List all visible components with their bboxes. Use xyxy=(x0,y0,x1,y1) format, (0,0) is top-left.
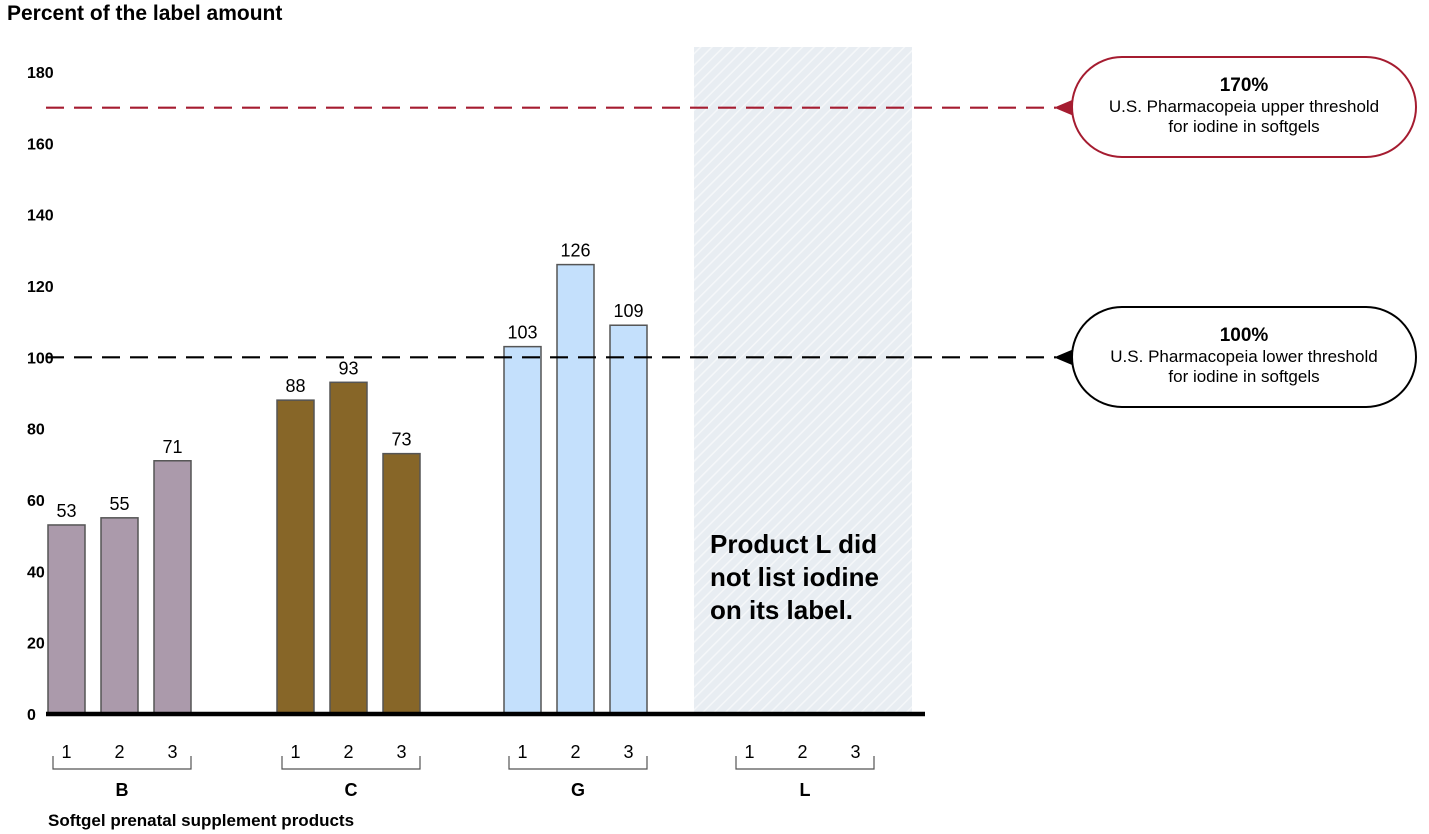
bar-value-label: 93 xyxy=(338,358,358,378)
reference-arrowhead xyxy=(1054,99,1073,116)
x-category-label: 2 xyxy=(797,742,807,762)
group-label: C xyxy=(345,780,358,800)
y-tick-label: 0 xyxy=(27,707,36,724)
bar-value-label: 103 xyxy=(507,323,537,343)
bar xyxy=(609,324,648,715)
bar xyxy=(100,517,139,715)
bar xyxy=(276,399,315,715)
x-category-label: 3 xyxy=(623,742,633,762)
x-category-label: 1 xyxy=(517,742,527,762)
x-category-label: 2 xyxy=(570,742,580,762)
no-data-region xyxy=(694,47,912,714)
lower-threshold-percent: 100% xyxy=(1219,325,1269,346)
x-category-label: 3 xyxy=(167,742,177,762)
y-tick-label: 60 xyxy=(27,493,45,510)
y-tick-label: 80 xyxy=(27,422,45,439)
upper-threshold-label-line1: U.S. Pharmacopeia upper threshold xyxy=(1108,97,1380,116)
bar xyxy=(47,524,86,715)
x-category-label: 1 xyxy=(61,742,71,762)
upper-threshold-callout: 170% U.S. Pharmacopeia upper threshold f… xyxy=(1071,56,1417,158)
x-category-label: 3 xyxy=(850,742,860,762)
x-category-label: 1 xyxy=(290,742,300,762)
bar-value-label: 71 xyxy=(162,437,182,457)
x-category-label: 2 xyxy=(114,742,124,762)
lower-threshold-label-line2: for iodine in softgels xyxy=(1168,367,1320,386)
group-label: B xyxy=(116,780,129,800)
group-label: L xyxy=(800,780,811,800)
bar xyxy=(382,452,421,715)
y-tick-label: 120 xyxy=(27,279,54,296)
bar-value-label: 88 xyxy=(285,376,305,396)
bar-value-label: 126 xyxy=(560,241,590,261)
bar-value-label: 53 xyxy=(56,501,76,521)
group-bracket xyxy=(735,756,875,770)
bar-value-label: 109 xyxy=(613,301,643,321)
group-label: G xyxy=(571,780,585,800)
bar xyxy=(503,345,542,715)
y-axis-title: Percent of the label amount xyxy=(7,2,283,25)
bar xyxy=(153,460,192,715)
y-tick-label: 20 xyxy=(27,636,45,653)
reference-arrowhead xyxy=(1054,349,1073,366)
y-tick-label: 100 xyxy=(27,350,54,367)
product-l-note: Product L did not list iodine on its lab… xyxy=(710,529,879,625)
lower-threshold-callout: 100% U.S. Pharmacopeia lower threshold f… xyxy=(1071,306,1417,408)
y-tick-label: 160 xyxy=(27,136,54,153)
upper-threshold-label-line2: for iodine in softgels xyxy=(1168,117,1320,136)
lower-threshold-label-line1: U.S. Pharmacopeia lower threshold xyxy=(1110,347,1378,366)
upper-threshold-percent: 170% xyxy=(1219,75,1269,96)
group-bracket xyxy=(52,756,192,770)
bar-value-label: 55 xyxy=(109,494,129,514)
x-category-label: 2 xyxy=(343,742,353,762)
bar xyxy=(329,381,368,715)
y-tick-label: 180 xyxy=(27,65,54,82)
group-bracket xyxy=(281,756,421,770)
bar-value-label: 73 xyxy=(391,430,411,450)
x-category-label: 3 xyxy=(396,742,406,762)
x-axis-title: Softgel prenatal supplement products xyxy=(48,811,355,830)
group-bracket xyxy=(508,756,648,770)
x-category-label: 1 xyxy=(744,742,754,762)
bar xyxy=(556,263,595,715)
y-tick-label: 140 xyxy=(27,208,54,225)
y-tick-label: 40 xyxy=(27,564,45,581)
